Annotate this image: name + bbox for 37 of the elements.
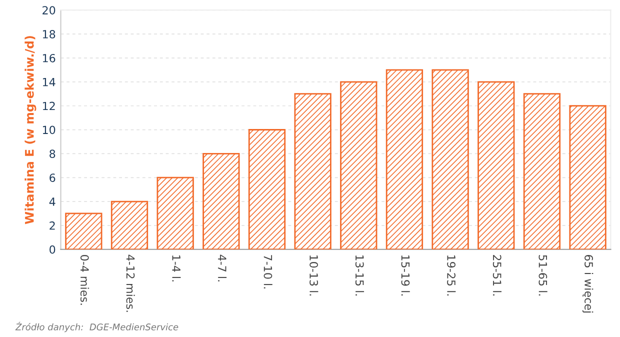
y-tick-label: 16: [42, 54, 56, 62]
x-tick-label: 0-4 mies.: [80, 254, 90, 305]
bar: [294, 93, 332, 250]
y-tick-label: 4: [49, 198, 56, 206]
y-tick-label: 2: [50, 221, 55, 230]
x-tick-label: 19-25 l.: [447, 255, 456, 296]
y-tick-label: 18: [42, 30, 56, 38]
bar: [65, 212, 102, 250]
x-tick-label: 4-12 mies.: [126, 254, 135, 312]
x-tick-label: 25-51 l.: [492, 255, 502, 296]
x-tick-label: 10-13 l.: [310, 255, 318, 296]
x-tick-label: 65 i więcej: [582, 255, 594, 313]
text: Źródło danych: DGE-MedienService: [15, 322, 178, 332]
x-tick-label: 7-10 l.: [264, 255, 272, 288]
bar: [110, 200, 148, 250]
y-tick-label: 0: [50, 245, 56, 254]
y-tick-label: 10: [42, 126, 56, 134]
x-tick-label: 51-65 l.: [538, 255, 548, 296]
y-tick-label: 8: [50, 150, 56, 158]
y-tick-label: 6: [50, 174, 56, 182]
x-tick-label: 1-4 l.: [172, 255, 181, 282]
bar: [248, 129, 286, 250]
bar: [569, 105, 606, 250]
bar: [432, 69, 469, 250]
y-axis-title: Witamina E (w mg-ekwiw./d): [24, 36, 36, 224]
bar: [478, 81, 515, 250]
y-tick-label: 14: [42, 78, 56, 86]
y-tick-label: 20: [42, 6, 56, 14]
y-tick-label: 12: [42, 102, 55, 110]
x-tick-label: 15-19 l.: [401, 255, 410, 296]
bar: [523, 93, 561, 250]
x-tick-label: 4-7 l.: [218, 254, 227, 282]
bar: [202, 152, 240, 250]
bar: [156, 176, 194, 250]
x-tick-label: 13-15 l.: [355, 255, 364, 296]
bar: [386, 69, 424, 250]
bar: [340, 81, 378, 250]
